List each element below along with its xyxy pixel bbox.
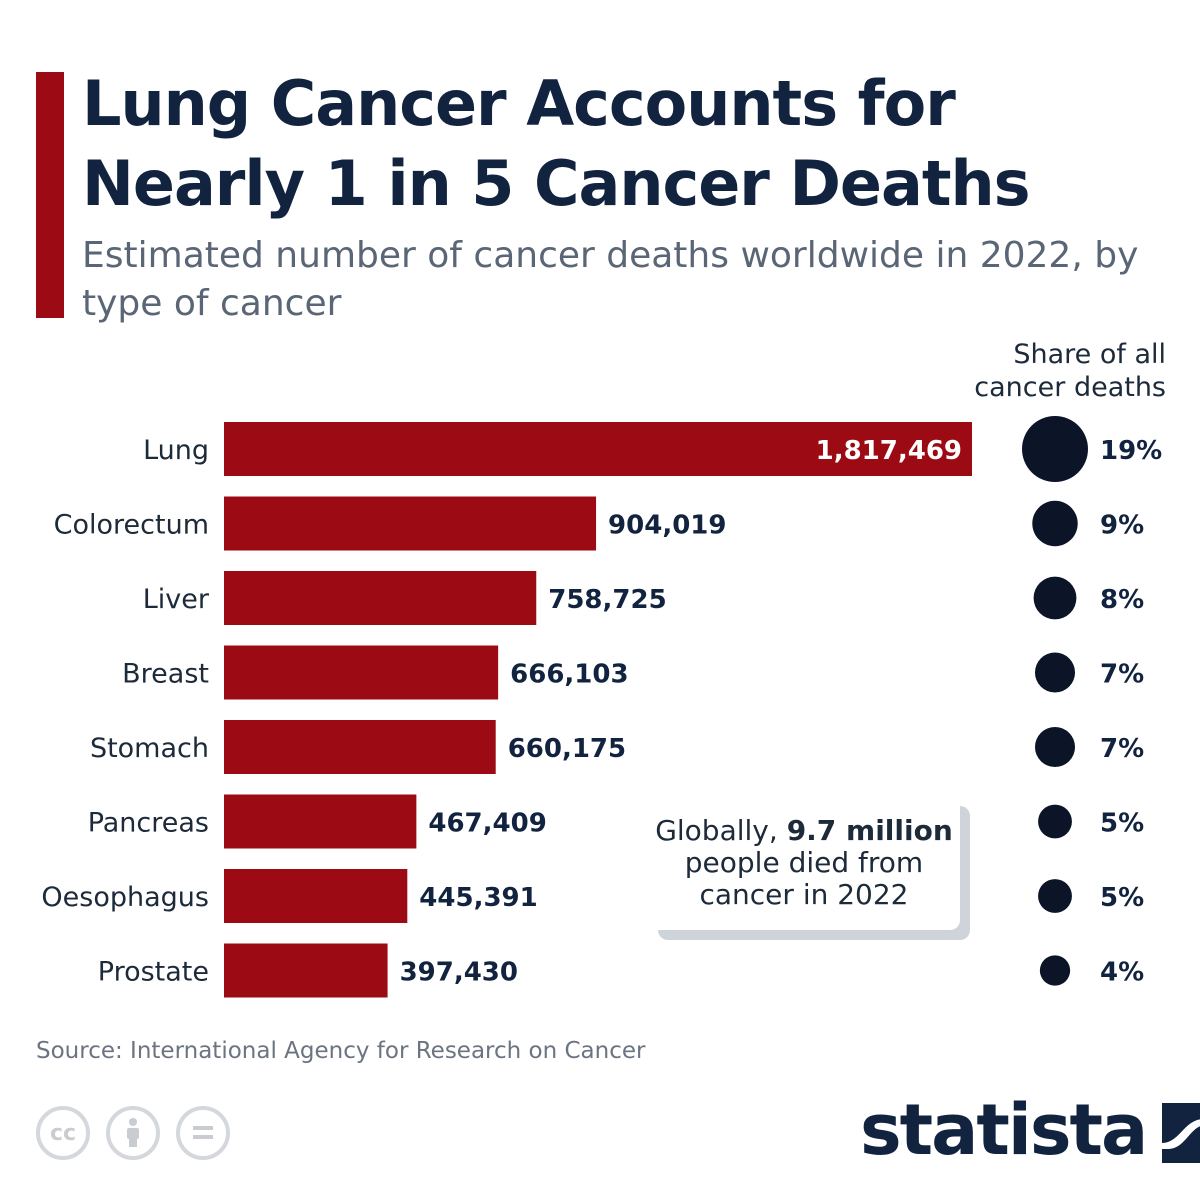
source-note: Source: International Agency for Researc… <box>36 1038 646 1064</box>
share-label: 5% <box>1100 883 1144 913</box>
share-label: 5% <box>1100 809 1144 839</box>
category-label: Lung <box>143 435 209 466</box>
category-label: Colorectum <box>54 510 209 541</box>
value-label: 758,725 <box>548 585 666 615</box>
callout-suffix: people died from cancer in 2022 <box>684 846 924 911</box>
share-dot <box>1032 500 1078 547</box>
attribution-icon <box>106 1106 160 1160</box>
cc-icon: cc <box>36 1106 90 1160</box>
value-label: 445,391 <box>419 883 537 913</box>
statista-mark-icon <box>1162 1103 1200 1163</box>
share-dot <box>1039 955 1071 986</box>
value-label: 397,430 <box>400 958 518 988</box>
category-label: Oesophagus <box>41 882 209 913</box>
share-column-header: Share of all cancer deaths <box>974 339 1166 403</box>
value-label: 660,175 <box>508 734 626 764</box>
callout-highlight: 9.7 million <box>786 814 953 847</box>
category-label: Prostate <box>98 957 209 988</box>
share-label: 9% <box>1100 511 1144 541</box>
brand-name: statista <box>860 1089 1148 1171</box>
title-accent-bar <box>36 72 64 318</box>
chart-title: Lung Cancer Accounts for Nearly 1 in 5 C… <box>82 67 1031 220</box>
share-label: 4% <box>1100 958 1144 988</box>
bar <box>224 571 537 625</box>
share-label: 7% <box>1100 734 1144 764</box>
share-dot <box>1034 726 1076 768</box>
callout-box: Globally, 9.7 million people died from c… <box>648 796 960 930</box>
license-icons: cc <box>36 1106 230 1160</box>
category-label: Liver <box>143 584 210 615</box>
value-label: 467,409 <box>428 809 546 839</box>
share-dot <box>1038 804 1072 839</box>
share-dot <box>1034 652 1076 693</box>
share-label: 19% <box>1100 436 1162 466</box>
value-label: 1,817,469 <box>816 436 962 466</box>
no-derivatives-icon <box>176 1106 230 1160</box>
callout-line-1: Globally, 9.7 million <box>648 815 960 847</box>
category-label: Stomach <box>90 733 209 764</box>
callout-prefix: Globally, <box>655 814 778 847</box>
bar <box>224 422 972 476</box>
value-label: 666,103 <box>510 660 628 690</box>
bar <box>224 869 408 923</box>
share-dot <box>1038 879 1072 913</box>
bar <box>224 943 388 998</box>
category-label: Breast <box>122 659 209 690</box>
value-label: 904,019 <box>608 511 726 541</box>
share-dot <box>1022 416 1088 482</box>
share-dot <box>1033 576 1077 620</box>
bar <box>224 794 417 849</box>
category-label: Pancreas <box>88 808 209 839</box>
statista-logo: statista <box>860 1090 1200 1170</box>
bar <box>224 720 496 774</box>
share-label: 8% <box>1100 585 1144 615</box>
bar <box>224 645 499 700</box>
bar <box>224 496 597 551</box>
share-label: 7% <box>1100 660 1144 690</box>
chart-subtitle: Estimated number of cancer deaths worldw… <box>82 235 1139 324</box>
